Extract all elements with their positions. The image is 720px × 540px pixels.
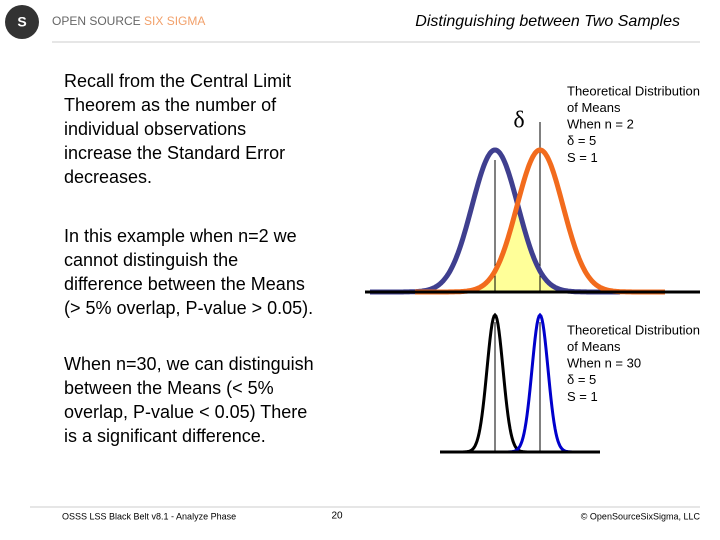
page-number: 20 [331,511,343,522]
paragraph-line: Recall from the Central Limit [64,71,291,91]
brand-main: OPEN SOURCE [52,14,141,28]
logo-mark: S [17,14,26,30]
footer-right: © OpenSourceSixSigma, LLC [581,511,701,521]
paragraph-line: between the Means (< 5% [64,378,274,398]
annotation-line: When n = 30 [567,356,641,371]
paragraph-line: decreases. [64,167,152,187]
paragraphs: Recall from the Central Limit Theorem as … [64,71,314,446]
overlap-area [440,205,595,292]
annotation-line: δ = 5 [567,372,596,387]
annotation-line: S = 1 [567,389,598,404]
paragraph-line: cannot distinguish the [64,250,238,270]
paragraph-line: difference between the Means [64,274,305,294]
logo [5,5,39,39]
paragraph-line: is a significant difference. [64,426,266,446]
footer-left: OSSS LSS Black Belt v8.1 - Analyze Phase [62,511,236,521]
paragraph-line: When n=30, we can distinguish [64,354,314,374]
slide-title: Distinguishing between Two Samples [415,13,680,30]
paragraph-line: Theorem as the number of [64,95,277,115]
annotation-line: δ = 5 [567,133,596,148]
delta-symbol: δ [513,108,524,134]
paragraph-line: overlap, P-value < 0.05) There [64,402,307,422]
brand: OPEN SOURCE SIX SIGMA [52,14,205,28]
annotation-line: Theoretical Distribution [567,322,700,337]
annotation-line: When n = 2 [567,117,634,132]
annotation-line: of Means [567,100,621,115]
paragraph-line: In this example when n=2 we [64,226,297,246]
annotation-line: of Means [567,339,621,354]
annotation-line: S = 1 [567,150,598,165]
annotations: Theoretical Distribution of Means When n =… [567,83,700,403]
brand-accent: SIX SIGMA [144,14,205,28]
annotation-line: Theoretical Distribution [567,83,700,98]
paragraph-line: (> 5% overlap, P-value > 0.05). [64,298,313,318]
paragraph-line: increase the Standard Error [64,143,285,163]
paragraph-line: individual observations [64,119,246,139]
distributions [365,122,700,454]
